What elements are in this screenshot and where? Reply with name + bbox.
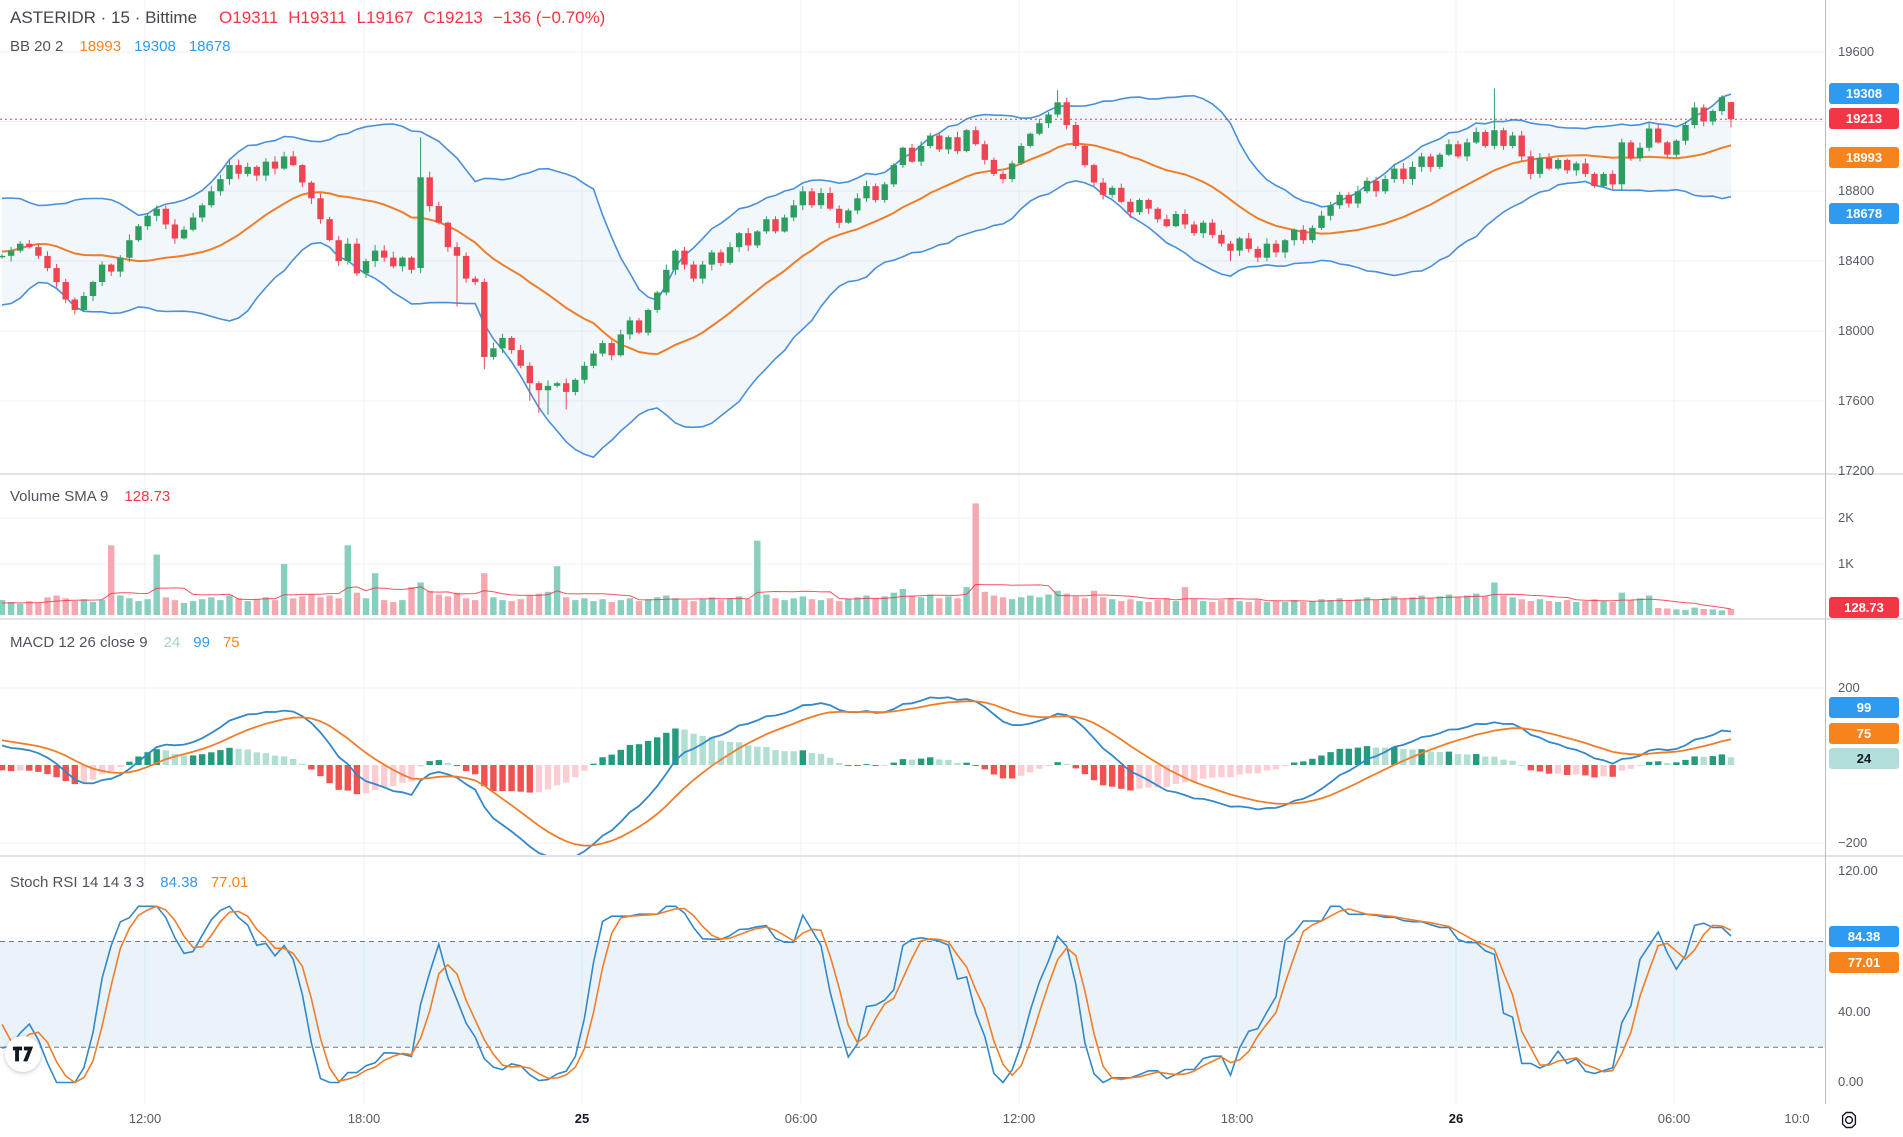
price-tick: −200 xyxy=(1838,835,1868,850)
price-tick: 18000 xyxy=(1838,323,1875,338)
tradingview-logo-icon xyxy=(12,1046,34,1062)
axis-settings-gear-icon[interactable] xyxy=(1835,1107,1862,1134)
candles-layer xyxy=(0,88,1735,415)
time-label-day: 25 xyxy=(574,1111,590,1126)
time-label: 18:00 xyxy=(347,1111,381,1126)
bb-lower-value: 18678 xyxy=(188,38,231,55)
macd-histogram xyxy=(0,696,1735,856)
time-label: 06:00 xyxy=(1657,1111,1691,1126)
price-badge: 99 xyxy=(1829,696,1899,718)
time-label: 06:00 xyxy=(784,1111,818,1126)
price-tick: 18800 xyxy=(1838,183,1875,198)
time-label-day: 26 xyxy=(1448,1111,1464,1126)
price-tick: 120.00 xyxy=(1838,863,1878,878)
price-tick: 1K xyxy=(1838,556,1854,571)
bb-upper-value: 19308 xyxy=(134,38,176,55)
price-tick: 17600 xyxy=(1838,393,1875,408)
price-tick: 17200 xyxy=(1838,463,1875,478)
tradingview-logo[interactable] xyxy=(5,1036,41,1072)
macd-label: MACD 12 26 close 9 xyxy=(10,634,148,651)
price-tick: 18400 xyxy=(1838,253,1875,268)
symbol-title: ASTERIDR · 15 · Bittime xyxy=(10,8,198,27)
price-tick: 40.00 xyxy=(1838,1004,1871,1019)
stoch-d-value: 77.01 xyxy=(210,874,249,891)
bb-label: BB 20 2 xyxy=(10,38,64,55)
macd-legend[interactable]: MACD 12 26 close 9 24 99 75 xyxy=(10,634,240,651)
grid-layer xyxy=(0,0,1825,1104)
bollinger-bands xyxy=(1,93,1732,459)
ohlc-high: H19311 xyxy=(288,8,347,27)
price-badge: 84.38 xyxy=(1829,925,1899,947)
macd-line-value: 99 xyxy=(193,634,210,651)
price-tick: 2K xyxy=(1838,510,1854,525)
ohlc-change: −136 (−0.70%) xyxy=(492,8,606,27)
price-badge: 19213 xyxy=(1829,107,1899,129)
stoch-k-value: 84.38 xyxy=(160,874,198,891)
price-tick: 0.00 xyxy=(1838,1074,1864,1089)
macd-hist-value: 24 xyxy=(163,634,181,651)
price-badge: 128.73 xyxy=(1829,596,1899,618)
price-badge: 24 xyxy=(1829,747,1899,769)
volume-sma-value: 128.73 xyxy=(124,488,171,505)
time-label: 10:0 xyxy=(1784,1111,1810,1126)
time-axis[interactable]: 12:00 18:00 25 06:00 12:00 18:00 26 06:00 10:0 xyxy=(0,1104,1903,1137)
price-badge: 75 xyxy=(1829,722,1899,744)
volume-bars xyxy=(0,503,1735,616)
ohlc-low: L19167 xyxy=(356,8,414,27)
price-axis[interactable]: 19600 18800 18400 18000 17600 17200 2K 1K 200 −20… xyxy=(1825,0,1903,1104)
time-label: 12:00 xyxy=(128,1111,162,1126)
price-badge: 77.01 xyxy=(1829,951,1899,973)
time-label: 12:00 xyxy=(1002,1111,1036,1126)
price-badge: 18993 xyxy=(1829,146,1899,168)
price-tick: 200 xyxy=(1838,680,1860,695)
symbol-header[interactable]: ASTERIDR · 15 · Bittime O19311 H19311 L1… xyxy=(10,8,605,28)
time-label: 18:00 xyxy=(1220,1111,1254,1126)
price-badge: 19308 xyxy=(1829,82,1899,104)
price-badge: 18678 xyxy=(1829,202,1899,224)
bb-legend[interactable]: BB 20 2 18993 19308 18678 xyxy=(10,38,231,55)
macd-signal-value: 75 xyxy=(222,634,240,651)
ohlc-open: O19311 xyxy=(219,8,279,27)
bb-basis-value: 18993 xyxy=(79,38,122,55)
price-tick: 19600 xyxy=(1838,44,1875,59)
volume-legend[interactable]: Volume SMA 9 128.73 xyxy=(10,488,170,505)
volume-label: Volume SMA 9 xyxy=(10,488,109,505)
stoch-rsi-legend[interactable]: Stoch RSI 14 14 3 3 84.38 77.01 xyxy=(10,874,248,891)
ohlc-close: C19213 xyxy=(423,8,483,27)
stoch-label: Stoch RSI 14 14 3 3 xyxy=(10,874,145,891)
stoch-lines xyxy=(1,905,1732,1084)
